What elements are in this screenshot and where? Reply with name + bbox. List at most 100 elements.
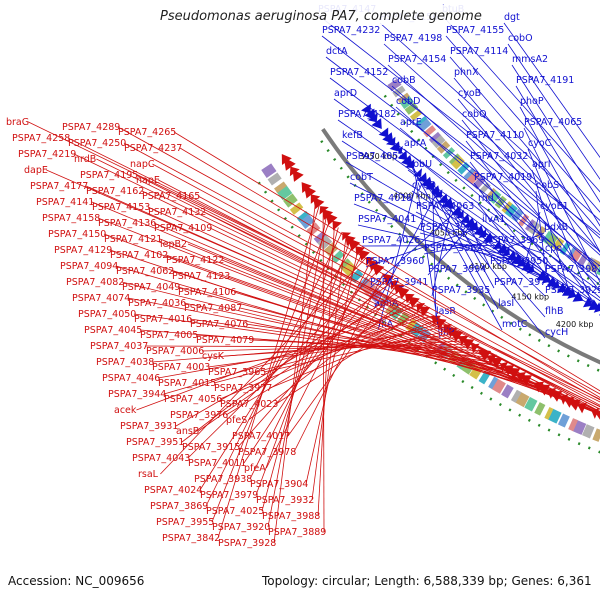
reverse-leader-line bbox=[189, 318, 500, 364]
reverse-gene-label: PSPA7_4094 bbox=[60, 261, 118, 272]
forward-leader-line bbox=[409, 163, 503, 331]
genome-backbone bbox=[321, 127, 600, 365]
reverse-gene-label: pfeS bbox=[226, 415, 247, 426]
reverse-gene-arrow bbox=[416, 303, 426, 313]
forward-gene-label: PSPA7_4154 bbox=[388, 54, 446, 65]
reverse-gene-label: PSPA7_4074 bbox=[72, 293, 130, 304]
reverse-gene-label: PSPA7_4158 bbox=[42, 213, 100, 224]
tick-label-backdrop bbox=[392, 190, 432, 201]
reverse-leader-line bbox=[158, 179, 600, 410]
forward-leader-line bbox=[507, 43, 600, 180]
forward-leader-line bbox=[407, 169, 582, 301]
reverse-leader-line bbox=[171, 270, 546, 390]
forward-gene-arrow bbox=[397, 150, 408, 161]
tick-label: 4150 kbp bbox=[511, 293, 549, 302]
reverse-gene-label: PSPA7_3932 bbox=[256, 495, 314, 506]
reverse-gene-label: PSPA7_3904 bbox=[250, 479, 308, 490]
reverse-leader-line bbox=[243, 265, 375, 464]
cog-outer-segment bbox=[534, 402, 546, 416]
footer-backdrop bbox=[0, 568, 600, 600]
reverse-gene-label: PSPA7_4005 bbox=[140, 330, 198, 341]
reverse-gene-label: PSPA7_4038 bbox=[96, 357, 154, 368]
reverse-gene-label: PSPA7_4219 bbox=[18, 149, 76, 160]
cog-inner-segment bbox=[552, 237, 565, 252]
forward-gene-label: flhB bbox=[545, 306, 564, 317]
forward-gene-label: aprD bbox=[334, 88, 357, 99]
forward-leader-line bbox=[427, 183, 499, 310]
reverse-gene-arrow bbox=[281, 154, 292, 165]
reverse-leader-line bbox=[317, 223, 335, 517]
reverse-leader-line bbox=[173, 131, 600, 392]
cog-outer-segment bbox=[557, 413, 570, 428]
forward-leader-line bbox=[445, 35, 600, 213]
forward-gene-label: PSPA7_4110 bbox=[466, 130, 524, 141]
reverse-gene-label: PSPA7_4062 bbox=[116, 266, 174, 277]
reverse-gene-label: PSPA7_3915 bbox=[182, 442, 240, 453]
reverse-gene-label: PSPA7_3869 bbox=[150, 501, 208, 512]
forward-leader-line bbox=[337, 119, 600, 302]
forward-gene-label: PSPA7_3950 bbox=[490, 256, 548, 267]
reverse-gene-label: PSPA7_4153 bbox=[92, 202, 150, 213]
forward-gene-label: cobQ bbox=[462, 109, 487, 120]
cog-outer-segment bbox=[571, 419, 587, 435]
forward-gene-label: aprE bbox=[400, 117, 422, 128]
reverse-gene-arrow bbox=[289, 166, 300, 177]
reverse-gene-arrow bbox=[292, 169, 304, 182]
reverse-leader-line bbox=[267, 214, 328, 528]
reverse-gene-label: PSPA7_4079 bbox=[196, 335, 254, 346]
forward-gene-label: cyoE1 bbox=[540, 201, 569, 212]
reverse-leader-line bbox=[266, 261, 371, 469]
forward-leader-line bbox=[441, 14, 600, 193]
cog-outer-segment bbox=[514, 391, 530, 408]
cog-inner-segment bbox=[485, 187, 497, 200]
reverse-gene-label: PSPA7_4049 bbox=[122, 282, 180, 293]
reverse-gene-label: PSPA7_4150 bbox=[48, 229, 106, 240]
forward-leader-line bbox=[413, 168, 441, 339]
forward-gene-arrow bbox=[482, 232, 493, 242]
reverse-gene-label: PSPA7_4122 bbox=[166, 255, 224, 266]
reverse-gene-arrow bbox=[407, 296, 420, 308]
reverse-gene-label: PSPA7_4037 bbox=[90, 341, 148, 352]
cog-inner-segment bbox=[567, 246, 577, 259]
forward-gene-label: PSPA7_3925 bbox=[545, 285, 600, 296]
reverse-gene-label: PSPA7_4082 bbox=[66, 277, 124, 288]
reverse-gene-label: PSPA7_4011 bbox=[188, 458, 246, 469]
reverse-gene-label: PSPA7_4129 bbox=[54, 245, 112, 256]
reverse-gene-label: PSPA7_3977 bbox=[214, 383, 272, 394]
forward-gene-label: fliP bbox=[440, 327, 455, 338]
forward-leader-line bbox=[446, 201, 495, 289]
reverse-gene-label: PSPA7_4237 bbox=[124, 143, 182, 154]
cog-outer-segment bbox=[331, 250, 345, 264]
forward-gene-label: PSPA7_4018 bbox=[354, 193, 412, 204]
reverse-gene-label: PSPA7_4106 bbox=[178, 287, 236, 298]
forward-leader-line bbox=[395, 106, 600, 286]
reverse-leader-line bbox=[275, 308, 424, 405]
cog-inner-segment bbox=[524, 219, 535, 231]
forward-gene-label: motC bbox=[502, 319, 528, 330]
forward-leader-line bbox=[321, 35, 600, 252]
reverse-leader-line bbox=[151, 336, 461, 363]
reverse-gene-label: PSPA7_3928 bbox=[218, 538, 276, 549]
reverse-leader-line bbox=[199, 244, 355, 491]
reverse-gene-arrow bbox=[313, 197, 325, 210]
cog-inner-segment bbox=[387, 78, 402, 92]
forward-leader-line bbox=[365, 228, 477, 268]
forward-gene-arrow bbox=[583, 296, 593, 308]
reverse-leader-line bbox=[227, 275, 541, 387]
forward-gene-label: PSPA7_4155 bbox=[446, 25, 504, 36]
forward-leader-line bbox=[515, 85, 600, 227]
cog-outer-segment bbox=[488, 376, 499, 390]
forward-gene-label: ilvA1 bbox=[482, 214, 505, 225]
forward-gene-label: aprI bbox=[532, 159, 551, 170]
forward-gene-label: PSPA7_4019 bbox=[474, 172, 532, 183]
forward-leader-line bbox=[511, 64, 600, 203]
forward-gene-label: aphA bbox=[374, 298, 399, 309]
reverse-gene-arrow bbox=[322, 209, 334, 220]
reverse-gene-label: PSPA7_3938 bbox=[194, 474, 252, 485]
reverse-gene-label: PSPA7_4141 bbox=[36, 197, 94, 208]
forward-leader-line bbox=[379, 22, 600, 221]
reverse-leader-line bbox=[287, 285, 397, 437]
reverse-gene-label: braG bbox=[6, 117, 29, 128]
reverse-gene-label: PSPA7_4043 bbox=[132, 453, 190, 464]
cog-outer-segment bbox=[478, 370, 491, 385]
